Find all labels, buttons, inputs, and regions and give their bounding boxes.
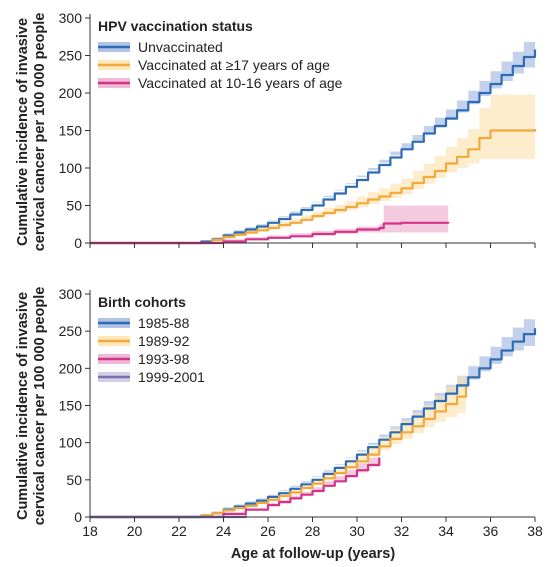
x-tick-label-1-3: 24 — [216, 523, 232, 539]
y-tick-label-0-4: 200 — [59, 85, 83, 101]
y-tick-label-1-2: 100 — [59, 435, 83, 451]
y-tick-label-1-4: 200 — [59, 360, 83, 376]
legend-label-0-0: Unvaccinated — [138, 39, 223, 55]
y-tick-label-0-6: 300 — [59, 10, 83, 26]
y-tick-label-1-1: 50 — [66, 472, 82, 488]
y-tick-label-1-0: 0 — [74, 509, 82, 525]
y-tick-label-1-6: 300 — [59, 286, 83, 302]
series-line-0-1 — [90, 129, 537, 245]
legend-label-1-3: 1999-2001 — [138, 369, 205, 385]
x-tick-label-1-6: 30 — [349, 523, 365, 539]
legend-title-0: HPV vaccination status — [98, 18, 253, 34]
y-axis-label-bottom-line2: cervical cancer per 100 000 people — [32, 287, 48, 526]
legend-label-1-1: 1989-92 — [138, 333, 190, 349]
legend-label-1-2: 1993-98 — [138, 351, 190, 367]
legend-label-0-1: Vaccinated at ≥17 years of age — [138, 57, 330, 73]
series-line-1-2 — [90, 457, 381, 519]
x-tick-label-1-4: 26 — [260, 523, 276, 539]
x-tick-label-1-10: 38 — [527, 523, 543, 539]
ci-band-0-2 — [90, 205, 449, 243]
x-tick-label-1-7: 32 — [394, 523, 410, 539]
x-tick-label-1-5: 28 — [305, 523, 321, 539]
y-tick-label-0-1: 50 — [66, 198, 82, 214]
y-axis-label-top-line1: Cumulative incidence of invasive — [15, 18, 31, 246]
x-axis-label: Age at follow-up (years) — [231, 546, 396, 562]
legend-label-1-0: 1985-88 — [138, 315, 190, 331]
legend-title-1: Birth cohorts — [98, 294, 186, 310]
y-tick-label-0-3: 150 — [59, 123, 83, 139]
y-axis-label-bottom-line1: Cumulative incidence of invasive — [15, 292, 31, 520]
series-line-1-1 — [90, 386, 468, 519]
y-tick-label-0-0: 0 — [74, 235, 82, 251]
series-line-0-2 — [90, 221, 450, 245]
legend-label-0-2: Vaccinated at 10-16 years of age — [138, 75, 343, 91]
y-tick-label-0-2: 100 — [59, 160, 83, 176]
panel-vaccination-status: 0 50 100 150 200 250 300 HPV vaccination status… — [59, 10, 537, 251]
y-tick-label-0-5: 250 — [59, 48, 83, 64]
y-tick-label-1-5: 250 — [59, 323, 83, 339]
x-tick-label-1-8: 34 — [438, 523, 454, 539]
x-tick-label-1-2: 22 — [171, 523, 187, 539]
x-tick-label-1-1: 20 — [127, 523, 143, 539]
y-tick-label-1-3: 150 — [59, 398, 83, 414]
x-tick-label-1-9: 36 — [483, 523, 499, 539]
x-tick-label-1-0: 18 — [82, 523, 98, 539]
series-line-0-0 — [90, 49, 537, 245]
panel-birth-cohorts: 0 50 100 150 200 250 300 18 20 22 24 26 28 30 32 34 36 38… — [59, 286, 543, 539]
y-axis-label-top-line2: cervical cancer per 100 000 people — [32, 13, 48, 252]
